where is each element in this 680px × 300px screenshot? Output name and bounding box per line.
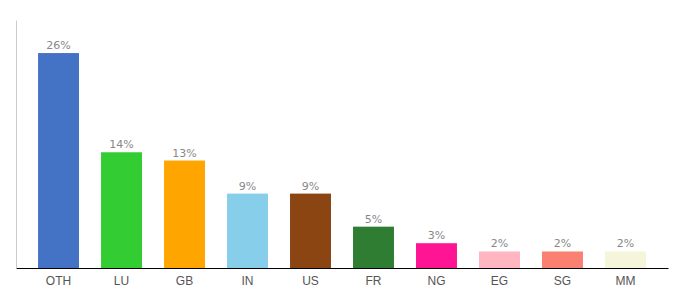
data-label: 14% — [109, 138, 133, 151]
x-axis-line — [17, 268, 669, 269]
x-tick-label: GB — [176, 274, 193, 288]
x-tick: SG — [554, 274, 571, 288]
x-tick-label: LU — [114, 274, 129, 288]
chart: 26% 14% 13% 9% 9% 5% 3% 2% 2% 2% OTH LU GB IN US FR NG EG… — [0, 0, 680, 300]
x-tick: OTH — [46, 274, 71, 288]
data-label: 26% — [46, 39, 70, 52]
bar — [227, 194, 268, 268]
bar — [416, 243, 457, 268]
bar — [479, 251, 520, 268]
data-label: 2% — [554, 237, 571, 250]
x-tick: FR — [365, 274, 381, 288]
x-tick: IN — [242, 274, 254, 288]
x-tick-label: IN — [242, 274, 254, 288]
bar — [353, 227, 394, 268]
bar — [542, 251, 583, 268]
bar — [164, 161, 205, 268]
x-tick-label: NG — [427, 274, 445, 288]
data-label: 5% — [365, 213, 382, 226]
x-tick: NG — [427, 274, 445, 288]
plot: 26% 14% 13% 9% 9% 5% 3% 2% 2% 2% OTH LU GB IN US FR NG EG… — [17, 21, 669, 288]
data-label: 13% — [172, 147, 196, 160]
x-tick: LU — [114, 274, 129, 288]
bars — [38, 53, 646, 268]
x-tick-label: FR — [365, 274, 381, 288]
bar — [290, 194, 331, 268]
x-tick-label: OTH — [46, 274, 71, 288]
data-label: 3% — [428, 229, 445, 242]
x-axis: OTH LU GB IN US FR NG EG SG MM — [17, 269, 669, 288]
data-label: 2% — [491, 237, 508, 250]
data-label: 2% — [617, 237, 634, 250]
x-tick: US — [302, 274, 319, 288]
bar — [38, 53, 79, 268]
x-tick-label: US — [302, 274, 319, 288]
data-label: 9% — [239, 180, 256, 193]
x-tick: GB — [176, 274, 193, 288]
bar — [101, 152, 142, 268]
x-tick-label: SG — [554, 274, 571, 288]
x-tick: EG — [491, 274, 508, 288]
data-labels: 26% 14% 13% 9% 9% 5% 3% 2% 2% 2% — [46, 39, 634, 250]
x-tick: MM — [615, 274, 635, 288]
data-label: 9% — [302, 180, 319, 193]
y-axis — [16, 21, 17, 269]
x-tick-label: MM — [615, 274, 635, 288]
x-tick-label: EG — [491, 274, 508, 288]
bar — [605, 251, 646, 268]
y-axis-line — [16, 21, 17, 269]
